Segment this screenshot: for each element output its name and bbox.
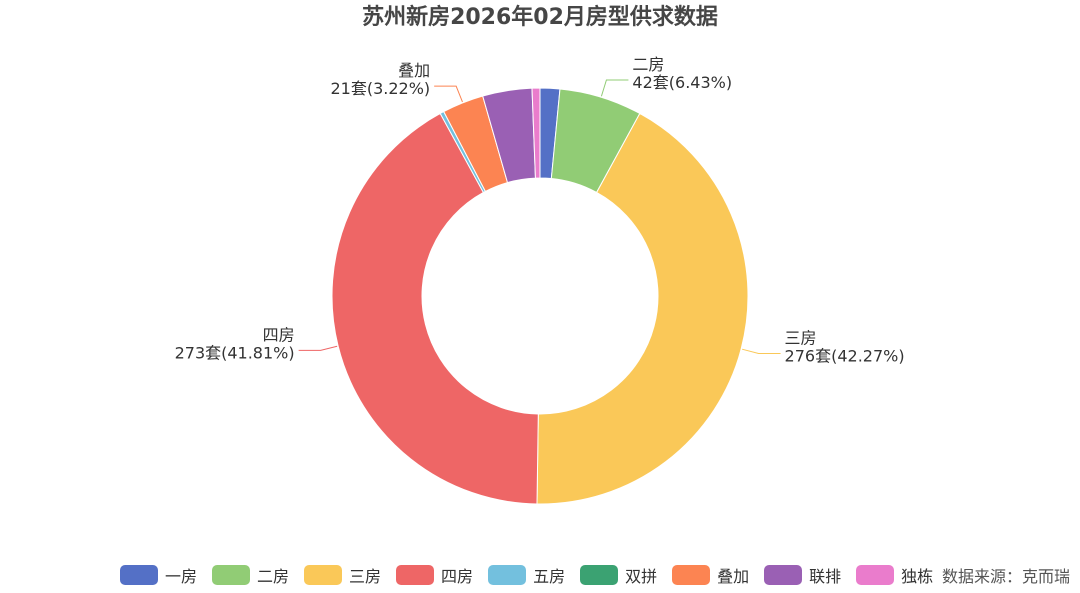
legend-label: 双拼 [625, 567, 658, 586]
legend-swatch [672, 565, 711, 585]
slice-label-value: 21套(3.22%) [330, 79, 430, 98]
slice-label-category: 二房 [632, 55, 664, 74]
legend-item-二房[interactable]: 二房 [212, 563, 289, 587]
legend-swatch [396, 565, 435, 585]
legend-swatch [580, 565, 619, 585]
legend-label: 五房 [533, 567, 566, 586]
slice-四房[interactable] [331, 112, 539, 505]
legend-label: 联排 [809, 567, 842, 586]
legend-item-五房[interactable]: 五房 [488, 563, 565, 587]
legend-item-叠加[interactable]: 叠加 [672, 563, 749, 587]
slice-label-category: 四房 [263, 325, 295, 344]
legend-label: 叠加 [717, 567, 750, 586]
slice-label-value: 276套(42.27%) [785, 347, 905, 366]
legend-swatch [120, 565, 158, 585]
slice-label-value: 42套(6.43%) [632, 73, 732, 92]
slice-label-category: 三房 [785, 329, 817, 348]
legend-item-三房[interactable]: 三房 [304, 563, 381, 587]
legend-label: 二房 [257, 567, 290, 586]
slice-label-二房: 二房 42套(6.43%) [632, 55, 732, 92]
chart-title: 苏州新房2026年02月房型供求数据 [362, 5, 718, 30]
legend-item-独栋[interactable]: 独栋 [856, 563, 933, 587]
slice-三房[interactable] [536, 112, 749, 505]
legend-label: 四房 [441, 567, 474, 586]
legend-swatch [212, 565, 251, 585]
chart-legend: 一房 二房 三房 四房 五房 双拼 叠加 联排 独栋 [120, 562, 948, 588]
leader-line-叠加 [434, 85, 463, 103]
leader-line-四房 [298, 345, 338, 351]
leader-line-三房 [741, 348, 781, 355]
legend-swatch [304, 565, 343, 585]
slice-label-category: 叠加 [398, 61, 430, 80]
legend-swatch [856, 565, 895, 585]
legend-label: 一房 [165, 567, 198, 586]
legend-item-双拼[interactable]: 双拼 [580, 563, 657, 587]
legend-item-联排[interactable]: 联排 [764, 563, 841, 587]
leader-line-二房 [600, 79, 629, 97]
legend-label: 三房 [349, 567, 382, 586]
slice-label-四房: 四房 273套(41.81%) [175, 325, 295, 362]
slice-label-三房: 三房 276套(42.27%) [785, 329, 905, 366]
legend-item-四房[interactable]: 四房 [396, 563, 473, 587]
legend-label: 独栋 [901, 567, 934, 586]
slice-独栋[interactable] [531, 87, 541, 179]
legend-swatch [488, 565, 527, 585]
legend-item-一房[interactable]: 一房 [120, 563, 197, 587]
slice-label-叠加: 叠加 21套(3.22%) [330, 61, 430, 98]
data-source: 数据来源：克而瑞 [941, 567, 1070, 586]
legend-swatch [764, 565, 803, 585]
slice-label-value: 273套(41.81%) [175, 343, 295, 362]
